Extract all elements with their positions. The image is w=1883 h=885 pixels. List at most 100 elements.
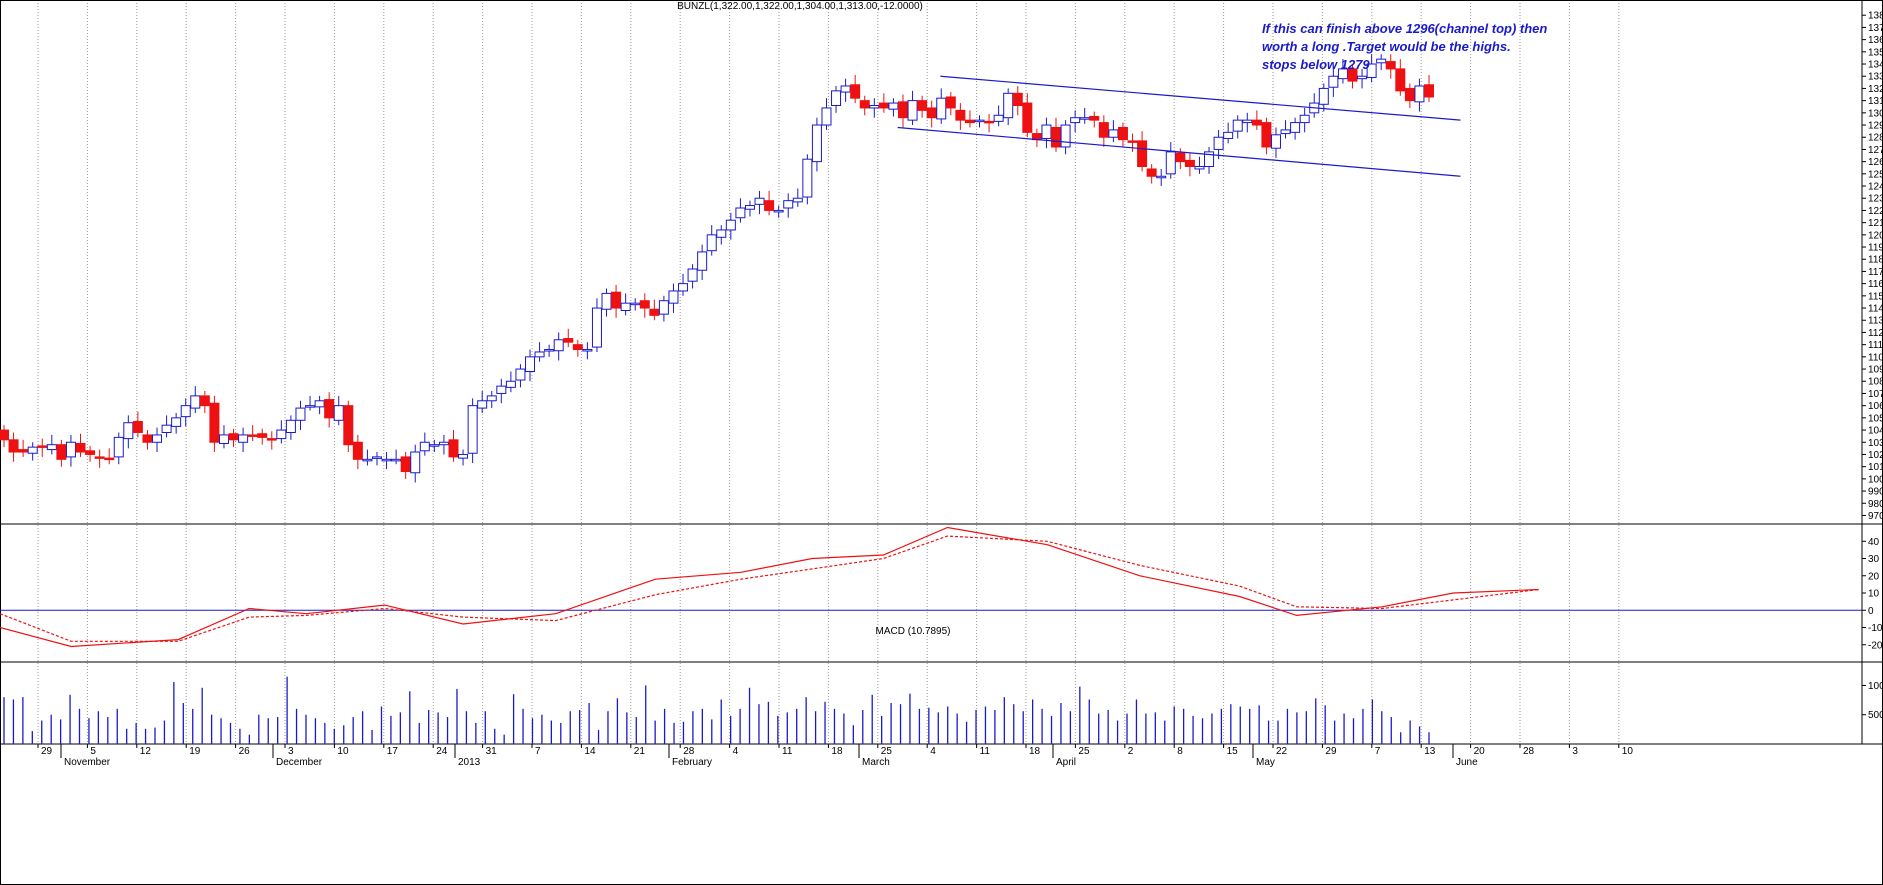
price-tick-label: 1000 — [1868, 474, 1883, 485]
date-tick-label: 28 — [1523, 746, 1535, 757]
candle-body — [171, 417, 182, 427]
candle-body — [716, 229, 727, 238]
candlesticks — [0, 54, 1434, 483]
candle-body — [1404, 87, 1415, 102]
candle-body — [1108, 129, 1119, 138]
candle-body — [161, 424, 172, 433]
candle-body — [1290, 122, 1301, 133]
date-tick-label: 4 — [733, 746, 739, 757]
candle-body — [658, 300, 669, 315]
candle-body — [104, 457, 115, 461]
candle-body — [276, 429, 287, 440]
macd-signal-line — [0, 535, 1539, 642]
price-tick-label: 1150 — [1868, 291, 1883, 302]
date-tick-label: 31 — [486, 746, 498, 757]
date-tick-label: 10 — [337, 746, 349, 757]
candle-body — [75, 442, 86, 453]
macd-title: MACD (10.7895) — [875, 626, 950, 637]
price-tick-label: 1070 — [1868, 389, 1883, 400]
candle-body — [926, 107, 937, 119]
macd-tick-label: 10 — [1868, 589, 1880, 600]
price-tick-label: 1350 — [1868, 47, 1883, 58]
candle-body — [1060, 124, 1071, 148]
date-tick-label: 29 — [1325, 746, 1337, 757]
date-tick-label: 22 — [1276, 746, 1288, 757]
candle-body — [534, 351, 545, 358]
date-tick-label: 11 — [782, 746, 793, 757]
date-tick-label: 24 — [436, 746, 448, 757]
candle-body — [754, 197, 765, 205]
candle-body — [773, 209, 784, 213]
candle-body — [1204, 151, 1215, 168]
candle-body — [591, 307, 602, 348]
candle-body — [907, 100, 918, 121]
month-label: November — [64, 757, 111, 768]
macd-tick-label: -20 — [1868, 640, 1883, 651]
candle-body — [333, 405, 344, 421]
price-tick-label: 1010 — [1868, 462, 1883, 473]
date-tick-label: 25 — [881, 746, 893, 757]
candle-body — [467, 405, 478, 454]
candle-body — [1175, 152, 1186, 163]
price-tick-label: 1310 — [1868, 96, 1883, 107]
candle-body — [27, 446, 38, 454]
price-tick-label: 1080 — [1868, 377, 1883, 388]
candle-body — [630, 302, 641, 306]
candle-body — [725, 219, 736, 231]
candle-body — [305, 405, 316, 408]
price-tick-label: 1260 — [1868, 157, 1883, 168]
candle-body — [525, 356, 536, 372]
price-tick-label: 970 — [1868, 511, 1883, 522]
date-tick-label: 28 — [683, 746, 695, 757]
month-label: March — [862, 757, 890, 768]
date-tick-label: 5 — [90, 746, 96, 757]
price-tick-label: 1370 — [1868, 23, 1883, 34]
date-tick-label: 19 — [189, 746, 201, 757]
candle-body — [0, 429, 9, 441]
candle-body — [37, 445, 48, 448]
candle-body — [1137, 140, 1148, 168]
month-label: April — [1056, 757, 1076, 768]
price-tick-label: 1200 — [1868, 230, 1883, 241]
candle-body — [324, 399, 335, 419]
date-tick-label: 21 — [634, 746, 646, 757]
macd-tick-label: -10 — [1868, 623, 1883, 634]
candle-body — [65, 441, 76, 458]
candle-body — [458, 453, 469, 459]
price-tick-label: 1050 — [1868, 413, 1883, 424]
candle-body — [993, 114, 1004, 122]
candle-body — [735, 207, 746, 219]
candle-body — [1337, 68, 1348, 80]
date-tick-label: 11 — [980, 746, 991, 757]
candle-body — [1414, 85, 1425, 103]
candle-body — [1184, 159, 1195, 168]
volume-bars — [3, 676, 1430, 744]
price-tick-label: 990 — [1868, 487, 1883, 498]
candle-body — [410, 451, 421, 474]
candle-body — [429, 444, 440, 447]
candle-body — [821, 107, 832, 126]
candle-body — [1424, 84, 1434, 98]
candle-body — [1117, 126, 1128, 141]
candle-body — [285, 419, 296, 433]
date-tick-label: 29 — [41, 746, 53, 757]
volume-tick-label: 5000 — [1868, 710, 1883, 721]
candle-body — [1098, 122, 1109, 138]
price-tick-label: 1110 — [1868, 340, 1883, 351]
candle-body — [1318, 87, 1329, 105]
price-tick-label: 1380 — [1868, 11, 1883, 22]
price-tick-label: 1220 — [1868, 206, 1883, 217]
candle-body — [352, 441, 363, 460]
candle-body — [582, 349, 593, 352]
candle-body — [419, 441, 430, 452]
candle-body — [1070, 117, 1081, 124]
candle-body — [190, 395, 201, 409]
price-tick-label: 1040 — [1868, 426, 1883, 437]
candle-body — [56, 444, 67, 460]
price-tick-label: 1330 — [1868, 72, 1883, 83]
candle-body — [238, 434, 249, 443]
date-tick-label: 15 — [1227, 746, 1239, 757]
